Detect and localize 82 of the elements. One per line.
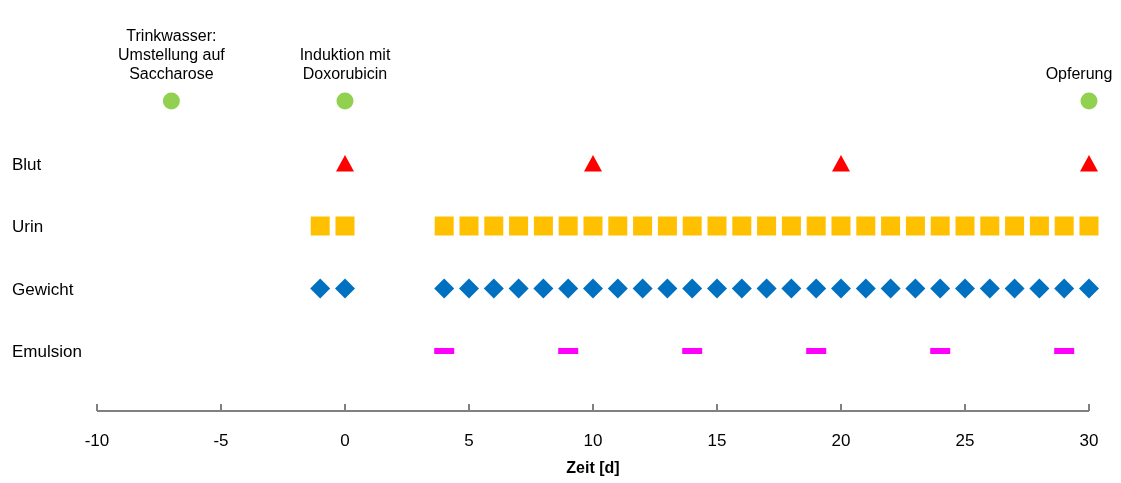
x-tick-label: 20 [831,431,851,450]
point [335,216,355,236]
x-tick-label: 10 [583,431,603,450]
point [806,216,826,236]
point [608,216,628,236]
point [336,92,354,110]
x-tick-label: 25 [955,431,975,450]
point [930,216,950,236]
x-axis-title: Zeit [d] [566,459,620,476]
point [459,278,479,299]
point [1054,278,1075,299]
x-tick-label: 5 [464,431,474,450]
point [980,216,1000,236]
point [1054,216,1074,236]
point [905,278,926,299]
point [310,278,331,299]
point [584,155,602,172]
point [757,216,777,236]
point [856,216,876,236]
point [335,278,355,299]
point [434,278,455,299]
point [509,216,529,236]
point [831,216,851,236]
point [434,216,454,236]
point [459,216,479,236]
point [1079,278,1099,299]
x-tick-label: 15 [707,431,727,450]
annotation: Opferung [1045,65,1113,82]
point [583,216,603,236]
point [336,155,354,172]
point [731,278,752,299]
x-tick-label: -10 [84,431,110,450]
annotation: Trinkwasser: Umstellung auf Saccharose [118,27,226,82]
point [832,155,850,172]
point [781,216,801,236]
y-tick-label: Gewicht [12,279,74,299]
point [558,216,578,236]
point [483,278,504,299]
point [880,278,901,299]
point [310,216,330,236]
point [1080,155,1098,172]
point [905,216,925,236]
y-tick-label: Blut [12,154,42,174]
x-tick-label: -5 [213,431,229,450]
point [955,216,975,236]
point [781,278,802,299]
point [855,278,876,299]
y-tick-label: Emulsion [12,342,82,361]
x-tick-label: 0 [340,431,350,450]
point [484,216,504,236]
point [1029,216,1049,236]
point [682,216,702,236]
point [657,216,677,236]
point [831,278,851,299]
point [707,278,727,299]
y-tick-label: Urin [12,217,44,236]
point [533,278,554,299]
point [732,216,752,236]
point [707,216,727,236]
x-tick-label: 30 [1079,431,1099,450]
point [657,278,678,299]
point [162,92,180,110]
point [682,278,703,299]
point [955,278,975,299]
point [1005,216,1025,236]
point [1079,216,1099,236]
point [1029,278,1050,299]
annotation: Induktion mit Doxorubicin [299,46,391,82]
point [558,278,579,299]
point [756,278,777,299]
point [607,278,628,299]
point [1004,278,1025,299]
point [881,216,901,236]
point [632,278,653,299]
point [508,278,529,299]
point [533,216,553,236]
point [806,278,827,299]
point [583,278,603,299]
point [930,278,951,299]
point [1080,92,1098,110]
point [979,278,1000,299]
point [633,216,653,236]
